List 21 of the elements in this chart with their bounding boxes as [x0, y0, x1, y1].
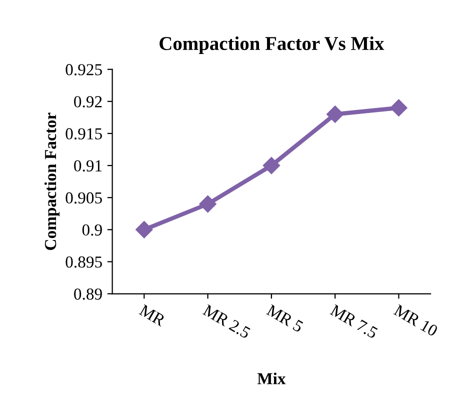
- point: [390, 99, 408, 116]
- chart-title: Compaction Factor Vs Mix: [160, 36, 384, 54]
- point: [136, 221, 153, 238]
- y-tick-label: 0.925: [66, 64, 102, 76]
- y-tick-label: 0.89: [74, 288, 102, 300]
- point: [262, 156, 280, 174]
- y-tick-label: 0.915: [66, 128, 102, 140]
- x-tick-label: MR 10: [393, 304, 438, 337]
- x-tick-label: MR 7.5: [330, 304, 378, 339]
- x-tick-label: MR 5: [266, 304, 304, 333]
- y-tick-label: 0.905: [66, 192, 102, 204]
- x-tick-label: MR 2.5: [202, 304, 252, 339]
- y-axis-title: Compaction Factor: [44, 112, 60, 250]
- point: [326, 106, 344, 123]
- x-axis-title: Mix: [257, 372, 286, 384]
- y-tick-label: 0.9: [82, 224, 102, 236]
- y-tick-label: 0.91: [74, 160, 102, 172]
- x-tick-label: MR: [138, 304, 166, 326]
- y-tick-label: 0.92: [74, 96, 102, 108]
- y-tick-label: 0.895: [66, 256, 102, 268]
- point: [199, 195, 216, 213]
